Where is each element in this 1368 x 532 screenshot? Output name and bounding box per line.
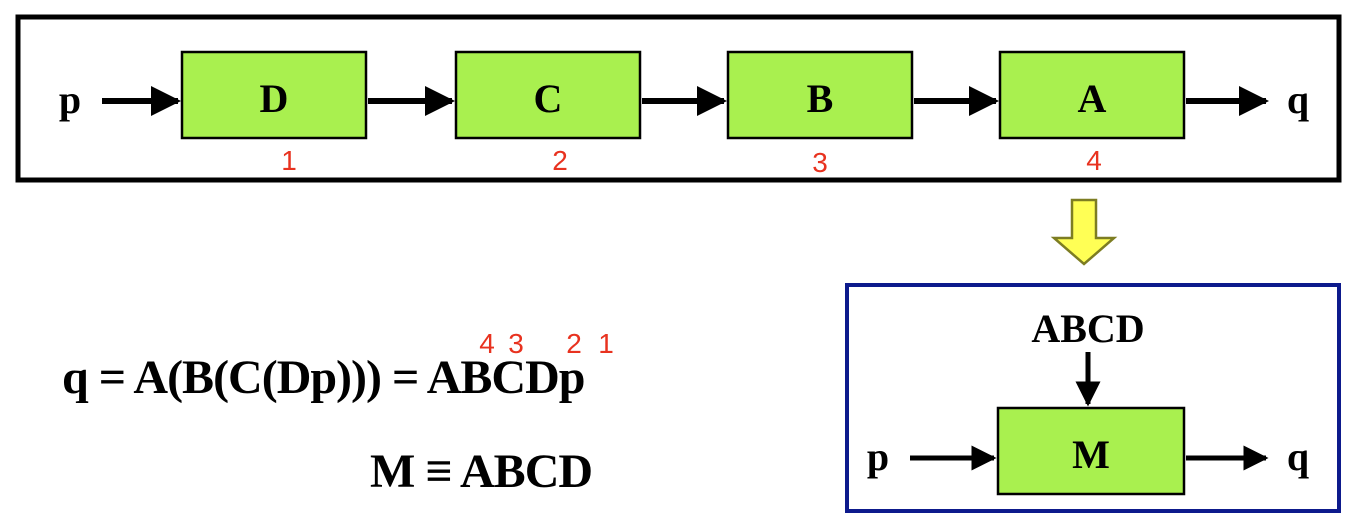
block-c-label: C <box>534 76 563 121</box>
block-b-label: B <box>807 76 834 121</box>
block-a-label: A <box>1078 76 1107 121</box>
product-letter-d: D <box>525 351 559 404</box>
composition-tail: p <box>559 351 585 404</box>
product-letter-b: B <box>460 351 491 404</box>
composition-equation: q = A(B(C(Dp))) = ABCDp <box>62 351 584 404</box>
chain-input-label: p <box>59 77 81 122</box>
product-letter-a: A <box>427 351 462 404</box>
block-c <box>454 50 642 140</box>
step-number-4: 4 <box>1086 145 1102 176</box>
control-label: ABCD <box>1031 306 1144 351</box>
equivalent-output-label: q <box>1287 434 1309 479</box>
block-d-label: D <box>260 76 289 121</box>
block-d <box>180 50 368 140</box>
step-number-3: 3 <box>812 147 828 178</box>
order-number-2: 2 <box>566 328 582 359</box>
yellow-down-arrow-icon <box>1050 198 1118 266</box>
order-number-4: 4 <box>479 328 495 359</box>
order-number-3: 3 <box>508 328 524 359</box>
chain-output-label: q <box>1287 77 1309 122</box>
step-number-2: 2 <box>552 145 568 176</box>
block-a <box>998 50 1186 140</box>
order-number-1: 1 <box>598 328 614 359</box>
definition-equation: M ≡ ABCD <box>370 445 592 498</box>
step-number-1: 1 <box>281 145 297 176</box>
block-m <box>996 406 1186 496</box>
equivalent-input-label: p <box>867 434 889 479</box>
composition-lhs: q = A(B(C(Dp))) = <box>62 351 427 404</box>
product-letter-c: C <box>491 351 525 404</box>
block-b <box>726 50 914 140</box>
block-m-label: M <box>1072 432 1110 477</box>
